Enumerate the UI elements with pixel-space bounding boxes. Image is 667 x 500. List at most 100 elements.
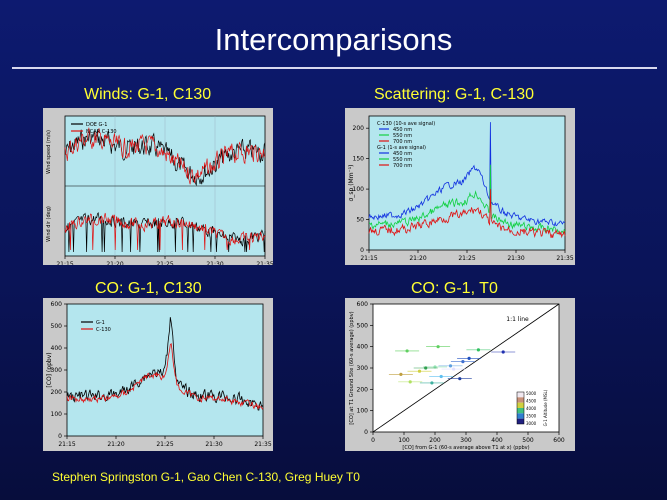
series-line-g1-speed xyxy=(64,129,266,187)
y-tick-label: 300 xyxy=(357,365,369,372)
scatter-point xyxy=(408,380,412,384)
scatter-point xyxy=(439,374,443,379)
x-tick-label: 21:30 xyxy=(206,261,223,265)
x-tick-label: 100 xyxy=(398,437,410,444)
y-tick-label: 500 xyxy=(51,323,63,330)
colorbar-label: G-1 Altitude (MSL) xyxy=(543,389,548,426)
colorbar-segment xyxy=(517,397,524,403)
y-tick-label: 400 xyxy=(51,345,63,352)
y-tick-label: 0 xyxy=(58,433,62,440)
winds-chart: 21:15 21:20 21:25 21:30 21:35 Wind speed (m/s… xyxy=(46,115,273,265)
x-tick-label: 21:35 xyxy=(556,255,573,262)
series-line-C130 xyxy=(66,342,264,410)
series-line-c130-dir xyxy=(64,212,266,251)
y-axis-label-bottom: Wind dir (deg) xyxy=(46,206,52,242)
slide-title: Intercomparisons xyxy=(214,22,453,57)
winds-chart-panel: 21:15 21:20 21:25 21:30 21:35 Wind speed (m/s… xyxy=(43,108,273,265)
series-line-700nm xyxy=(368,189,566,239)
scatter-point xyxy=(448,364,453,368)
y-tick-label: 0 xyxy=(364,429,368,436)
legend-group-label: C-130 (10-s ave signal) xyxy=(377,121,435,127)
x-axis-label: [CO] from G-1 (60-s average above T1 at … xyxy=(402,445,529,451)
x-tick-label: 21:20 xyxy=(107,441,124,448)
co-t0-chart-panel: 0 100 200 300 400 500 600 0 100 200 300 400 500 600 1:… xyxy=(345,298,575,451)
x-tick-label: 21:15 xyxy=(58,441,75,448)
y-tick-label: 150 xyxy=(353,156,365,163)
scatter-point xyxy=(399,372,403,376)
scatter-point xyxy=(501,350,505,354)
y-tick-label: 600 xyxy=(357,301,369,308)
caption-winds: Winds: G-1, C130 xyxy=(84,86,212,103)
x-tick-label: 500 xyxy=(522,437,534,444)
legend-label: 700 nm xyxy=(393,139,412,145)
legend-label: DOE G-1 xyxy=(86,122,107,128)
scatter-point xyxy=(458,377,462,381)
colorbar-tick-label: 3500 xyxy=(526,414,537,419)
colorbar-segment xyxy=(517,408,524,414)
colorbar-segment xyxy=(517,402,524,408)
y-tick-label: 200 xyxy=(353,125,365,132)
x-tick-label: 21:35 xyxy=(254,441,271,448)
y-tick-label: 200 xyxy=(51,389,63,396)
scatter-point xyxy=(467,356,471,360)
y-tick-label: 500 xyxy=(357,322,369,329)
title-divider xyxy=(12,67,657,69)
co-c130-chart-panel: 0 100 200 300 400 500 600 21:15 21:20 21:25 21:30 2… xyxy=(43,298,273,451)
co-c130-chart: 0 100 200 300 400 500 600 21:15 21:20 21:25 21:30 2… xyxy=(46,301,272,448)
y-tick-label: 0 xyxy=(360,247,364,254)
colorbar-segment xyxy=(517,392,524,398)
series-line-c130-speed xyxy=(64,127,266,185)
y-axis-label: [CO] at T1 Ground Site (60-s average) (p… xyxy=(349,311,355,424)
scatter-point xyxy=(436,345,440,349)
x-tick-label: 21:20 xyxy=(106,261,123,265)
x-tick-label: 400 xyxy=(491,437,503,444)
y-tick-label: 100 xyxy=(357,408,369,415)
y-tick-label: 400 xyxy=(357,344,369,351)
legend-label: 700 nm xyxy=(393,163,412,169)
scatter-point xyxy=(405,349,409,353)
x-tick-label: 600 xyxy=(553,437,565,444)
y-tick-label: 100 xyxy=(51,411,63,418)
colorbar-tick-label: 4500 xyxy=(526,399,537,404)
series-line-450nm xyxy=(368,122,566,227)
caption-scattering: Scattering: G-1, C-130 xyxy=(374,86,535,103)
y-axis-label: σ_sp (Mm⁻¹) xyxy=(348,165,355,202)
x-tick-label: 21:25 xyxy=(458,255,475,262)
legend-label: NCAR C-130 xyxy=(86,129,117,135)
x-tick-label: 200 xyxy=(429,437,441,444)
scatter-point xyxy=(452,367,456,371)
x-tick-label: 21:35 xyxy=(256,261,273,265)
x-tick-label: 21:20 xyxy=(409,255,426,262)
x-tick-label: 0 xyxy=(371,437,375,444)
co-t0-chart: 0 100 200 300 400 500 600 0 100 200 300 400 500 600 1:… xyxy=(349,301,565,451)
scattering-chart: 0 50 100 150 200 21:15 21:20 21:25 21:30 21:35 σ_s… xyxy=(348,115,574,262)
x-tick-label: 21:15 xyxy=(360,255,377,262)
colorbar-segment xyxy=(517,413,524,419)
caption-co-c130: CO: G-1, C130 xyxy=(95,280,202,297)
y-axis-label-top: Wind speed (m/s) xyxy=(46,130,52,174)
legend-group-label: G-1 (1-s ave signal) xyxy=(377,145,426,151)
plot-area xyxy=(66,303,264,437)
legend-label: 450 nm xyxy=(393,127,412,133)
legend-label: 450 nm xyxy=(393,151,412,157)
series-line-550nm xyxy=(368,164,566,236)
scattering-chart-panel: 0 50 100 150 200 21:15 21:20 21:25 21:30 21:35 σ_s… xyxy=(345,108,575,265)
y-tick-label: 50 xyxy=(356,217,364,224)
scatter-point xyxy=(461,360,465,364)
scatter-point xyxy=(417,369,422,373)
x-tick-label: 21:30 xyxy=(507,255,524,262)
colorbar-segment xyxy=(517,418,524,424)
scatter-point xyxy=(476,348,480,352)
x-tick-label: 300 xyxy=(460,437,472,444)
scatter-point xyxy=(430,381,434,385)
colorbar-tick-label: 5000 xyxy=(526,391,537,396)
x-tick-label: 21:25 xyxy=(156,261,173,265)
legend-label: 550 nm xyxy=(393,157,412,163)
colorbar-tick-label: 3000 xyxy=(526,421,537,426)
colorbar-frame xyxy=(516,391,525,425)
colorbar-tick-label: 4000 xyxy=(526,406,537,411)
credit-line: Stephen Springston G-1, Gao Chen C-130, … xyxy=(52,470,360,484)
y-tick-label: 100 xyxy=(353,186,365,193)
annotation-label: 1:1 line xyxy=(506,316,529,323)
legend-label: C-130 xyxy=(96,327,111,333)
